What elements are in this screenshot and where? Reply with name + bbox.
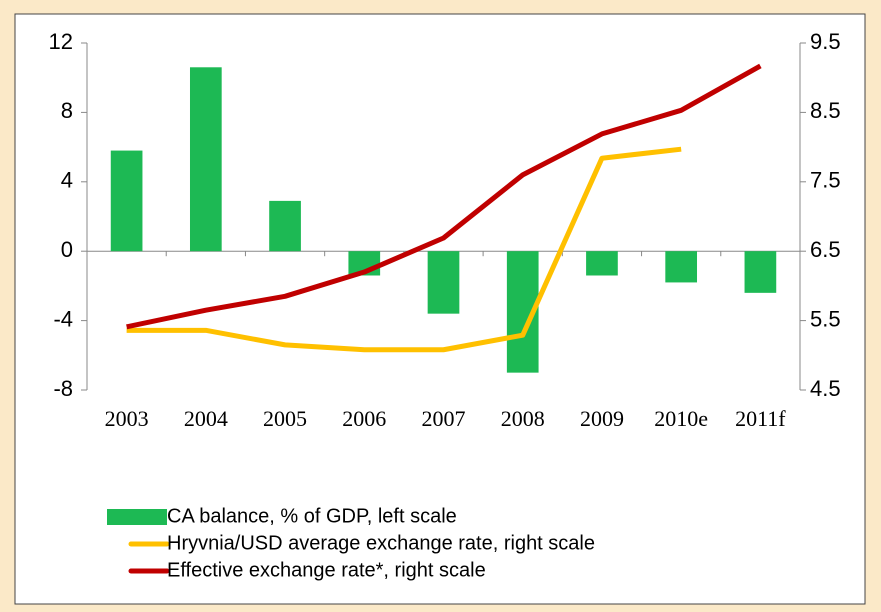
bar bbox=[744, 251, 777, 293]
legend-label: Hryvnia/USD average exchange rate, right… bbox=[167, 532, 595, 554]
bar bbox=[110, 150, 143, 252]
bar bbox=[586, 251, 618, 276]
legend-label: Effective exchange rate*, right scale bbox=[167, 559, 486, 581]
bar bbox=[189, 67, 222, 252]
x-tick-label: 2003 bbox=[105, 406, 149, 431]
y-tick-label: 8 bbox=[61, 98, 73, 123]
y2-tick-label: 8.5 bbox=[810, 98, 841, 123]
x-tick-label: 2007 bbox=[422, 406, 466, 431]
x-tick-label: 2004 bbox=[184, 406, 228, 431]
bar bbox=[269, 200, 301, 252]
x-tick-label: 2011f bbox=[735, 406, 786, 431]
bar bbox=[427, 251, 460, 314]
y2-tick-label: 4.5 bbox=[810, 376, 841, 401]
line-series bbox=[126, 63, 762, 330]
y2-tick-label: 6.5 bbox=[810, 237, 841, 262]
y2-tick-label: 5.5 bbox=[810, 306, 841, 331]
line-series bbox=[126, 146, 682, 353]
y-tick-label: -8 bbox=[53, 376, 73, 401]
x-tick-label: 2005 bbox=[263, 406, 307, 431]
y-tick-label: 12 bbox=[49, 29, 73, 54]
y-tick-label: -4 bbox=[53, 306, 73, 331]
x-tick-label: 2006 bbox=[342, 406, 386, 431]
x-tick-label: 2010e bbox=[654, 406, 708, 431]
y-tick-label: 4 bbox=[61, 168, 73, 193]
x-tick-label: 2009 bbox=[580, 406, 624, 431]
y-tick-label: 0 bbox=[61, 237, 73, 262]
bar bbox=[665, 251, 698, 283]
y2-tick-label: 9.5 bbox=[810, 29, 841, 54]
legend-label: CA balance, % of GDP, left scale bbox=[167, 505, 457, 527]
x-tick-label: 2008 bbox=[501, 406, 545, 431]
legend-swatch bbox=[107, 509, 167, 525]
y2-tick-label: 7.5 bbox=[810, 168, 841, 193]
